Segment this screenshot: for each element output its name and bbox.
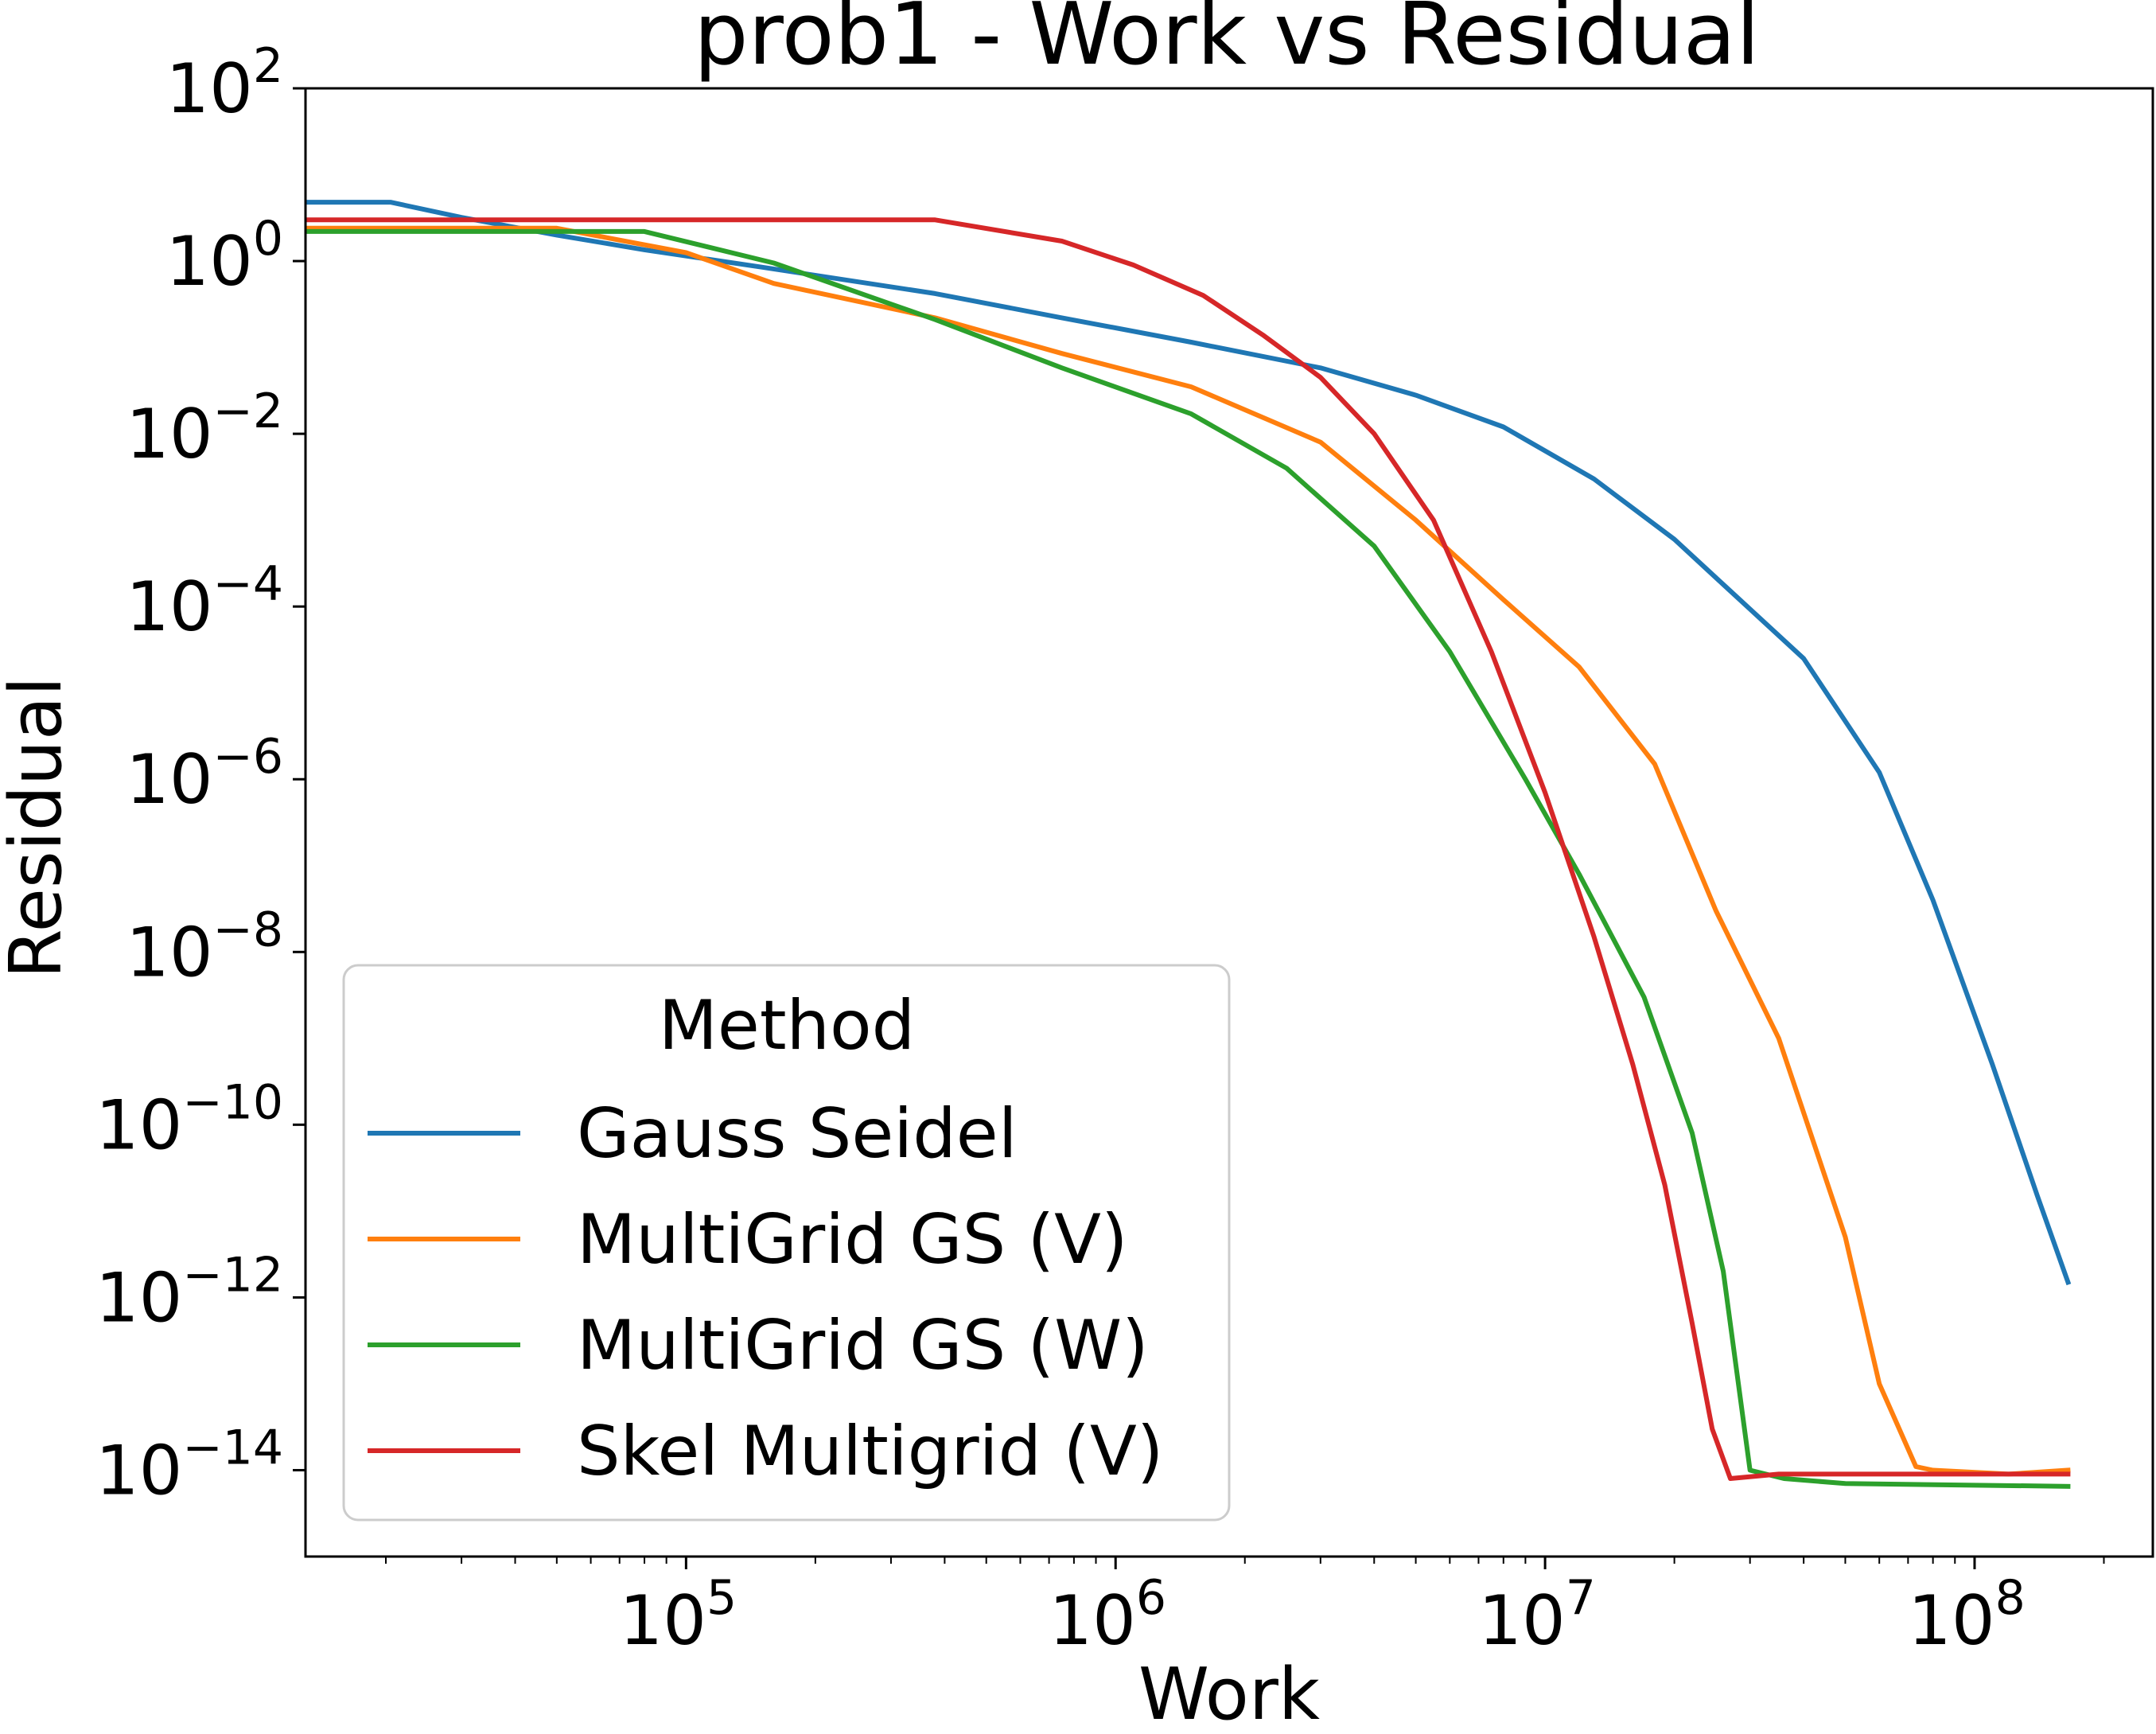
y-tick-label: 10−4	[126, 556, 283, 647]
y-tick-label: 10−10	[95, 1074, 283, 1165]
x-tick-label: 106	[1049, 1570, 1166, 1661]
x-axis-label: Work	[1138, 1653, 1320, 1734]
x-tick-label: 107	[1478, 1570, 1596, 1661]
y-tick-label: 10−12	[95, 1247, 283, 1338]
series-line-4	[305, 217, 2071, 1481]
y-tick-label: 10−2	[126, 384, 283, 474]
legend-label: MultiGrid GS (V)	[577, 1200, 1128, 1280]
x-axis-ticks: 105 106 107 108	[620, 1557, 2026, 1661]
y-tick-label: 10−6	[126, 729, 283, 820]
y-tick-label: 100	[165, 211, 283, 302]
series-line-2	[305, 225, 2071, 1477]
legend-label: Gauss Seidel	[577, 1094, 1018, 1174]
legend-entries: Gauss Seidel MultiGrid GS (V) MultiGrid GS…	[368, 1094, 1163, 1491]
legend-label: Skel Multigrid (V)	[577, 1412, 1163, 1491]
y-tick-label: 10−8	[126, 902, 283, 992]
legend: Method Gauss Seidel MultiGrid GS (V) Multi…	[342, 964, 1231, 1522]
chart-title: prob1 - Work vs Residual	[694, 0, 1760, 84]
legend-label: MultiGrid GS (W)	[577, 1306, 1149, 1385]
legend-box	[342, 964, 1231, 1522]
legend-title: Method	[659, 986, 916, 1066]
plot-frame	[304, 87, 2154, 1558]
x-tick-label: 105	[620, 1570, 737, 1661]
y-tick-label: 10−14	[95, 1420, 283, 1510]
y-axis-label: Residual	[0, 676, 78, 979]
series-line-1	[305, 200, 2072, 1286]
series-line-3	[305, 228, 2071, 1489]
y-axis-ticks: 102 100 10−2 10−4 10−6 10−8 10−10 10−12 10−14	[95, 38, 305, 1510]
y-tick-label: 102	[165, 38, 283, 129]
x-tick-label: 108	[1908, 1570, 2026, 1661]
series-layer	[305, 200, 2072, 1489]
